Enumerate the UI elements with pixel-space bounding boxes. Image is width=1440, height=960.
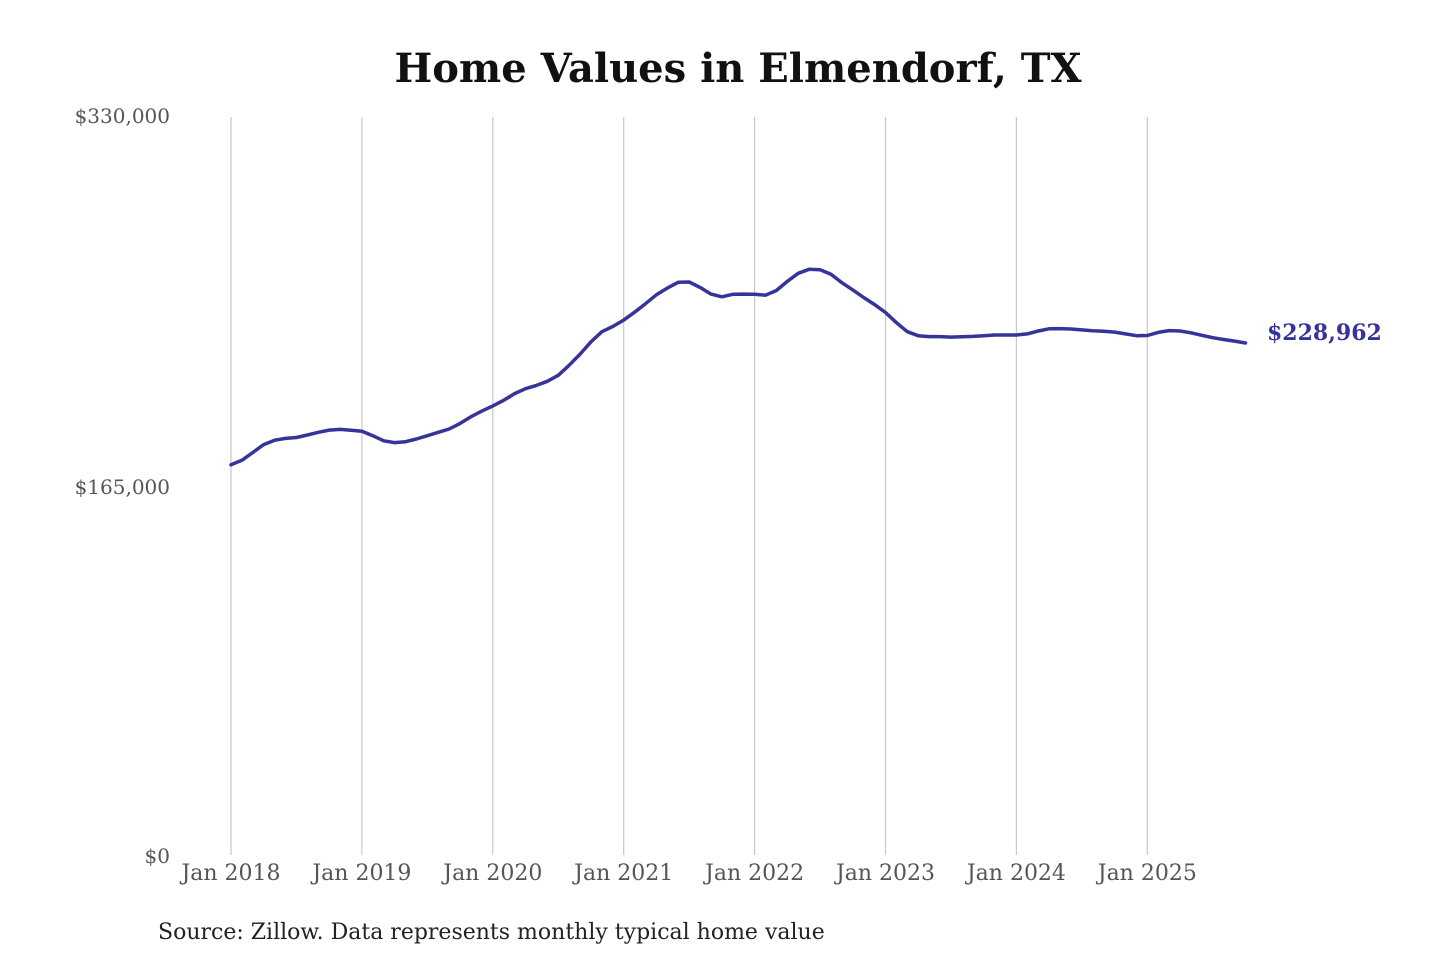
x-tick-label: Jan 2021 [572, 861, 673, 886]
source-note: Source: Zillow. Data represents monthly … [158, 920, 825, 945]
x-tick-label: Jan 2025 [1096, 861, 1197, 886]
y-tick-label: $165,000 [75, 475, 170, 499]
x-tick-label: Jan 2018 [179, 861, 280, 886]
chart-title: Home Values in Elmendorf, TX [394, 45, 1081, 92]
x-tick-label: Jan 2020 [441, 861, 542, 886]
x-tick-label: Jan 2022 [703, 861, 804, 886]
x-tick-label: Jan 2024 [965, 861, 1066, 886]
gridlines [230, 117, 1148, 855]
x-axis-ticks: Jan 2018 Jan 2019 Jan 2020 Jan 2021 Jan 2022… [179, 861, 1196, 886]
y-tick-label: $0 [145, 844, 170, 868]
latest-value-label: $228,962 [1267, 320, 1382, 346]
y-axis-ticks: $330,000 $165,000 $0 [75, 104, 170, 868]
y-tick-label: $330,000 [75, 104, 170, 128]
x-tick-label: Jan 2019 [310, 861, 411, 886]
home-value-line [229, 267, 1248, 467]
x-tick-label: Jan 2023 [834, 861, 935, 886]
